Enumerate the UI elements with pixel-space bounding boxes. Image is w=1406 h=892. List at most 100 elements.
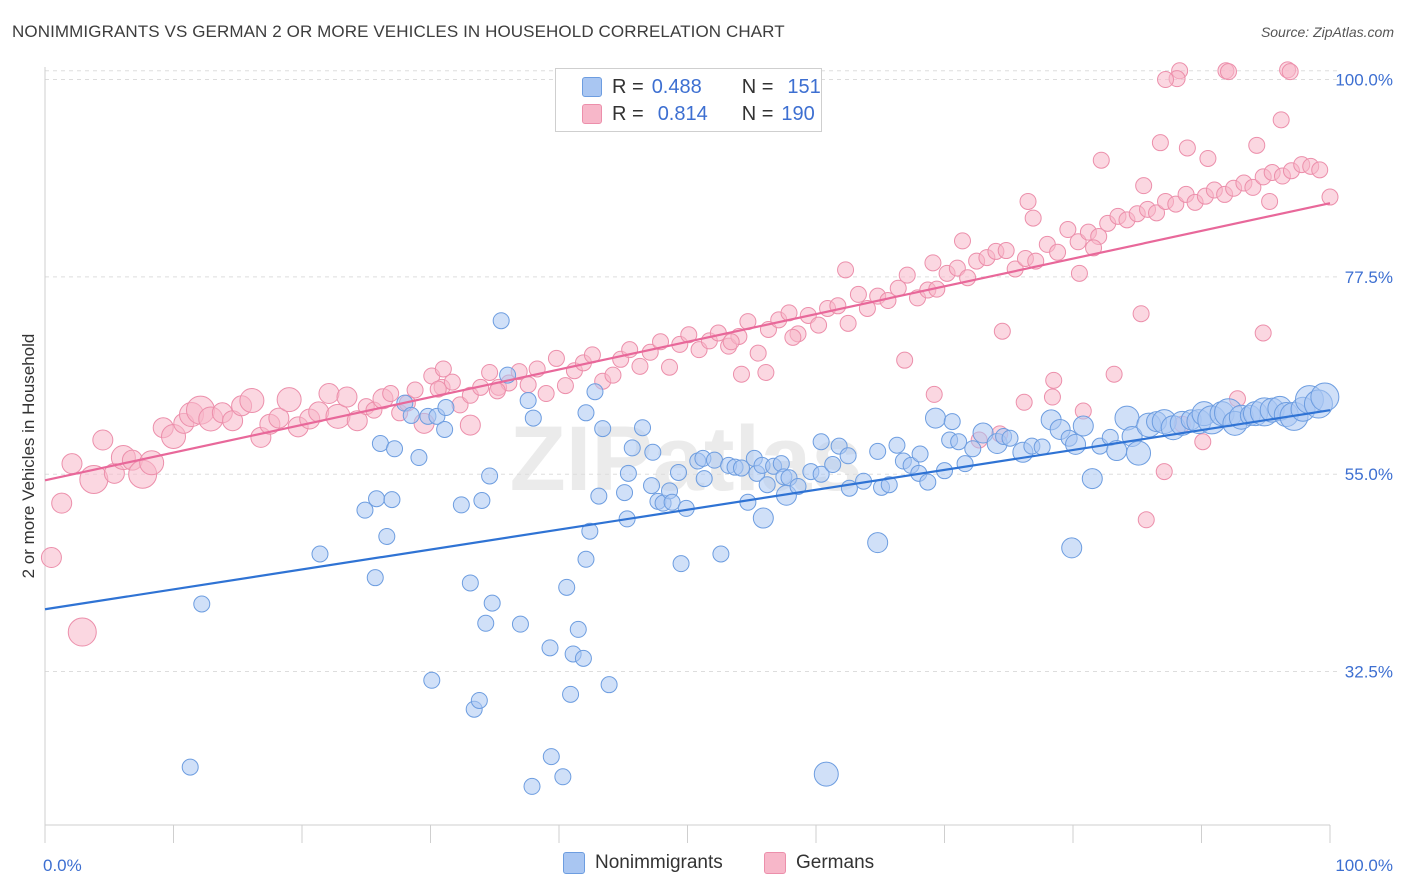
nonimmigrants-point <box>452 496 470 514</box>
germans-point <box>406 381 424 399</box>
nonimmigrants-point <box>919 473 937 491</box>
nonimmigrants-point <box>586 383 604 401</box>
nonimmigrants-point <box>634 419 652 437</box>
nonimmigrants-point <box>840 479 858 497</box>
germans-point <box>1248 136 1266 154</box>
legend-label-germans: Germans <box>796 852 875 873</box>
nonimmigrants-point <box>695 470 713 488</box>
nonimmigrants-point <box>558 578 576 596</box>
nonimmigrants-point <box>672 555 690 573</box>
legend-n-value: 151 <box>787 75 821 98</box>
nonimmigrants-point <box>181 758 199 776</box>
germans-point <box>1244 178 1262 196</box>
nonimmigrants-point <box>470 691 488 709</box>
germans-point <box>924 254 942 272</box>
germans-point <box>1151 134 1169 152</box>
legend-swatch-pink <box>582 104 602 124</box>
germans-point <box>1254 324 1272 342</box>
germans-point <box>1092 151 1110 169</box>
y-tick-label: 32.5% <box>1345 663 1393 682</box>
series-germans <box>40 61 1339 647</box>
legend-n-label: N = <box>741 75 774 98</box>
legend-r-value: 0.488 <box>651 75 702 98</box>
nonimmigrants-point <box>670 463 688 481</box>
legend-item-nonimmigrants: Nonimmigrants <box>563 852 723 874</box>
legend-row-germans: R = 0.814 N = 190 <box>556 101 815 127</box>
germans-point <box>1059 221 1077 239</box>
nonimmigrants-point <box>712 545 730 563</box>
germans-point <box>61 453 83 475</box>
germans-point <box>92 429 114 451</box>
nonimmigrants-point <box>378 527 396 545</box>
nonimmigrants-point <box>1072 415 1094 437</box>
germans-point <box>997 242 1015 260</box>
germans-point <box>784 328 802 346</box>
legend-swatch-blue <box>563 852 585 874</box>
germans-point <box>837 261 855 279</box>
nonimmigrants-point <box>590 487 608 505</box>
germans-point <box>382 385 400 403</box>
nonimmigrants-point <box>473 492 491 510</box>
nonimmigrants-point <box>956 455 974 473</box>
legend-row-nonimmigrants: R = 0.488 N = 151 <box>556 74 821 100</box>
y-axis-label: 2 or more Vehicles in Household <box>19 334 38 579</box>
germans-point <box>993 322 1011 340</box>
germans-point <box>336 386 358 408</box>
germans-point <box>1135 177 1153 195</box>
nonimmigrants-point <box>867 532 889 554</box>
germans-point <box>810 316 828 334</box>
nonimmigrants-point <box>519 392 537 410</box>
nonimmigrants-point <box>888 436 906 454</box>
germans-point <box>1015 393 1033 411</box>
germans-point <box>680 326 698 344</box>
nonimmigrants-point <box>542 748 560 766</box>
nonimmigrants-point <box>643 477 661 495</box>
trend-line-germans <box>44 202 1331 482</box>
legend-n-label: N = <box>741 102 774 125</box>
nonimmigrants-point <box>824 456 842 474</box>
germans-point <box>1219 63 1237 81</box>
germans-point <box>459 414 481 436</box>
nonimmigrants-point <box>972 422 994 444</box>
nonimmigrants-point <box>758 476 776 494</box>
germans-point <box>556 377 574 395</box>
nonimmigrants-point <box>1126 440 1152 466</box>
nonimmigrants-point <box>943 413 961 431</box>
legend-item-germans: Germans <box>764 852 874 874</box>
germans-point <box>547 349 565 367</box>
nonimmigrants-point <box>410 449 428 467</box>
x-tick-label: 100.0% <box>1335 856 1393 875</box>
germans-point <box>443 373 461 391</box>
trend-line-nonimmigrants <box>44 409 1331 611</box>
nonimmigrants-point <box>839 447 857 465</box>
y-tick-label: 55.0% <box>1345 465 1393 484</box>
nonimmigrants-point <box>437 399 455 417</box>
germans-point <box>1049 243 1067 261</box>
correlation-legend: R = 0.488 N = 151 R = 0.814 N = 190 <box>555 68 822 132</box>
nonimmigrants-point <box>705 451 723 469</box>
germans-point <box>604 366 622 384</box>
germans-point <box>318 383 340 405</box>
germans-point <box>519 376 537 394</box>
legend-n-value: 190 <box>781 102 815 125</box>
nonimmigrants-point <box>813 761 839 787</box>
germans-point <box>925 385 943 403</box>
nonimmigrants-point <box>1081 468 1103 490</box>
nonimmigrants-point <box>402 406 420 424</box>
nonimmigrants-point <box>869 442 887 460</box>
germans-point <box>757 363 775 381</box>
germans-point <box>896 351 914 369</box>
germans-point <box>139 450 165 476</box>
germans-point <box>40 547 62 569</box>
nonimmigrants-point <box>193 595 211 613</box>
germans-point <box>1043 388 1061 406</box>
germans-point <box>488 382 506 400</box>
nonimmigrants-point <box>481 467 499 485</box>
nonimmigrants-point <box>880 476 898 494</box>
germans-point <box>429 380 447 398</box>
nonimmigrants-point <box>1033 438 1051 456</box>
germans-point <box>1132 305 1150 323</box>
germans-point <box>1157 71 1175 89</box>
tick-labels: 32.5% 55.0% 77.5% 100.0% 0.0% 100.0% <box>43 71 1393 875</box>
